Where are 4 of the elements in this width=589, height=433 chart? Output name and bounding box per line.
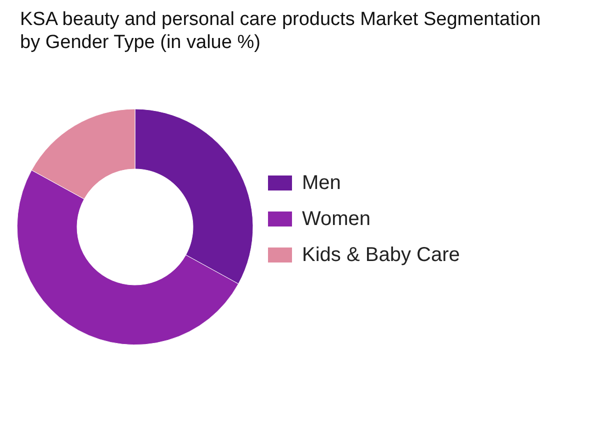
- chart-title: KSA beauty and personal care products Market Segmentation by Gender Type (in value %): [20, 9, 541, 53]
- legend-label: Men: [302, 172, 341, 194]
- legend-label: Kids & Baby Care: [302, 244, 460, 266]
- legend-label: Women: [302, 208, 371, 230]
